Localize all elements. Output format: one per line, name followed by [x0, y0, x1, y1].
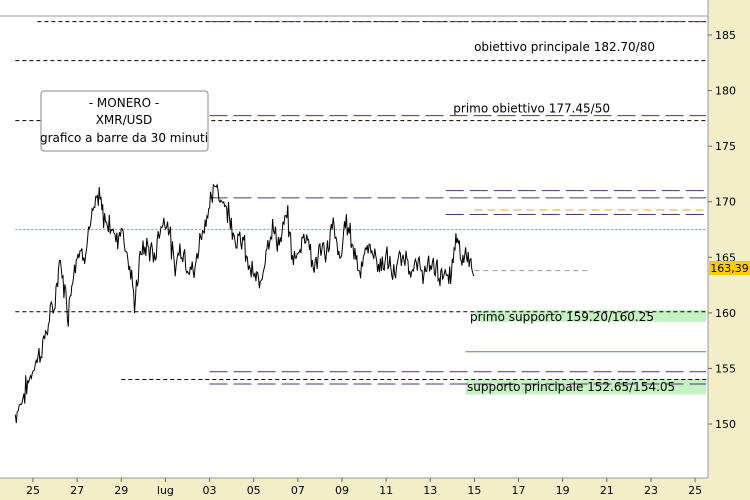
- y-tick-label-4: 170: [715, 196, 736, 209]
- x-tick-label-9: 13: [423, 484, 437, 497]
- title-box-line1: - MONERO -: [89, 96, 159, 110]
- price-line: [14, 183, 475, 424]
- annotation-1: primo obiettivo 177.45/50: [453, 102, 610, 116]
- last-price-marker: 163,39: [709, 261, 750, 275]
- y-tick-label-6: 180: [715, 85, 736, 98]
- title-box: - MONERO - XMR/USD grafico a barre da 30…: [40, 90, 209, 152]
- y-tick-label-1: 155: [715, 362, 736, 375]
- y-tick-label-2: 160: [715, 307, 736, 320]
- y-tick-label-7: 185: [715, 29, 736, 42]
- annotations: obiettivo principale 182.70/80 primo obie…: [453, 40, 675, 394]
- x-tick-label-15: 25: [688, 484, 702, 497]
- x-tick-label-3: lug: [157, 484, 174, 497]
- last-price-label: 163,39: [710, 262, 749, 275]
- level-lines: [15, 21, 707, 385]
- support-zones: [465, 310, 707, 395]
- annotation-2: primo supporto 159.20/160.25: [470, 310, 654, 324]
- title-box-line2: XMR/USD: [96, 113, 153, 127]
- x-tick-label-2: 29: [114, 484, 128, 497]
- x-tick-label-4: 03: [203, 484, 217, 497]
- title-box-frame: [40, 90, 209, 152]
- price-series: [14, 183, 475, 424]
- support-zone-0: [474, 310, 707, 322]
- x-tick-label-10: 15: [467, 484, 481, 497]
- support-zone-1: [465, 378, 707, 395]
- x-axis-panel: [0, 478, 708, 500]
- x-tick-label-5: 05: [247, 484, 261, 497]
- last-price-box: [709, 261, 750, 275]
- x-axis: 25 27 29 lug 03 05 07 09 11 13 15 17 19 21 23 25: [26, 478, 702, 497]
- x-tick-label-13: 21: [600, 484, 614, 497]
- x-tick-label-8: 11: [379, 484, 393, 497]
- x-tick-label-14: 23: [644, 484, 658, 497]
- x-tick-label-6: 07: [291, 484, 305, 497]
- x-tick-label-0: 25: [26, 484, 40, 497]
- x-tick-label-11: 17: [512, 484, 526, 497]
- annotation-0: obiettivo principale 182.70/80: [474, 40, 655, 54]
- title-box-line3: grafico a barre da 30 minuti: [40, 131, 208, 145]
- x-tick-label-1: 27: [70, 484, 84, 497]
- y-tick-label-5: 175: [715, 140, 736, 153]
- x-tick-label-7: 09: [335, 484, 349, 497]
- x-tick-label-12: 19: [556, 484, 570, 497]
- y-axis-panel: [708, 0, 750, 500]
- annotation-3: supporto principale 152.65/154.05: [467, 380, 675, 394]
- y-tick-label-0: 150: [715, 418, 736, 431]
